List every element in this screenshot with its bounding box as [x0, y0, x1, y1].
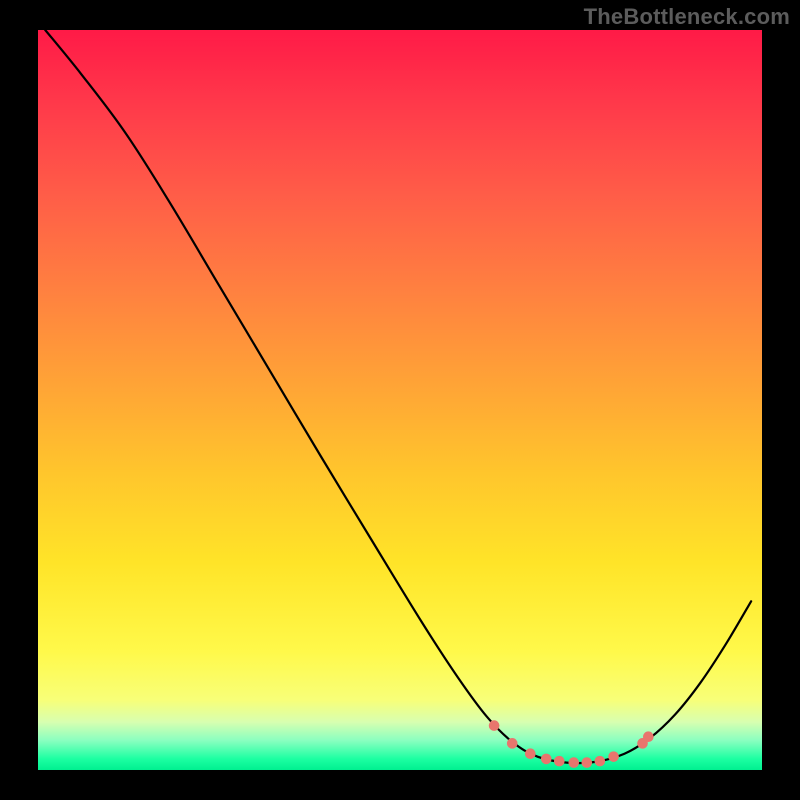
marker-point: [507, 738, 518, 749]
marker-point: [581, 757, 592, 768]
watermark-text: TheBottleneck.com: [584, 4, 790, 30]
marker-point: [568, 757, 579, 768]
chart-background: [38, 30, 762, 770]
marker-point: [554, 756, 565, 767]
chart-frame: TheBottleneck.com: [0, 0, 800, 800]
marker-point: [541, 754, 552, 765]
marker-point: [595, 756, 606, 767]
chart-svg: [38, 30, 762, 770]
marker-point: [608, 751, 619, 762]
plot-area: [38, 30, 762, 770]
marker-point: [525, 748, 536, 759]
marker-point: [489, 720, 500, 731]
marker-point: [643, 731, 654, 742]
